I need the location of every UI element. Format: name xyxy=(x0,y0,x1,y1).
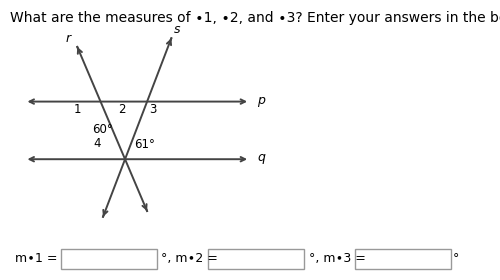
Text: 1: 1 xyxy=(74,103,82,116)
Text: 2: 2 xyxy=(118,103,126,116)
Text: °: ° xyxy=(452,252,458,265)
Text: r: r xyxy=(66,32,71,45)
Text: °, m∙3 =: °, m∙3 = xyxy=(309,252,366,265)
Text: 60°: 60° xyxy=(92,123,112,136)
Text: p: p xyxy=(258,94,265,107)
Text: m∙1 =: m∙1 = xyxy=(15,252,58,265)
Text: 4: 4 xyxy=(94,137,101,150)
Text: °, m∙2 =: °, m∙2 = xyxy=(161,252,218,265)
FancyBboxPatch shape xyxy=(208,249,304,269)
FancyBboxPatch shape xyxy=(62,249,157,269)
Text: q: q xyxy=(258,151,265,164)
Text: 61°: 61° xyxy=(134,138,155,151)
FancyBboxPatch shape xyxy=(356,249,451,269)
Text: 3: 3 xyxy=(150,103,156,116)
Text: What are the measures of ∙1, ∙2, and ∙3? Enter your answers in the boxes.: What are the measures of ∙1, ∙2, and ∙3?… xyxy=(10,11,500,25)
Text: s: s xyxy=(174,23,180,36)
